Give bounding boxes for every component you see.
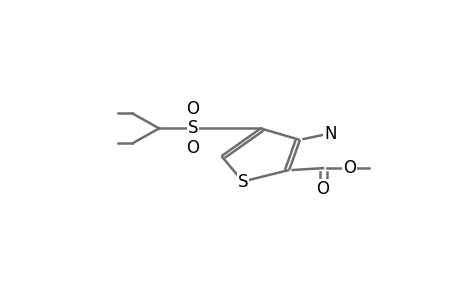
Text: O: O [186,139,199,157]
Text: O: O [186,100,199,118]
Text: N: N [323,125,336,143]
Text: O: O [316,180,329,198]
Text: S: S [237,172,247,190]
Text: S: S [187,119,198,137]
Text: O: O [342,159,356,177]
